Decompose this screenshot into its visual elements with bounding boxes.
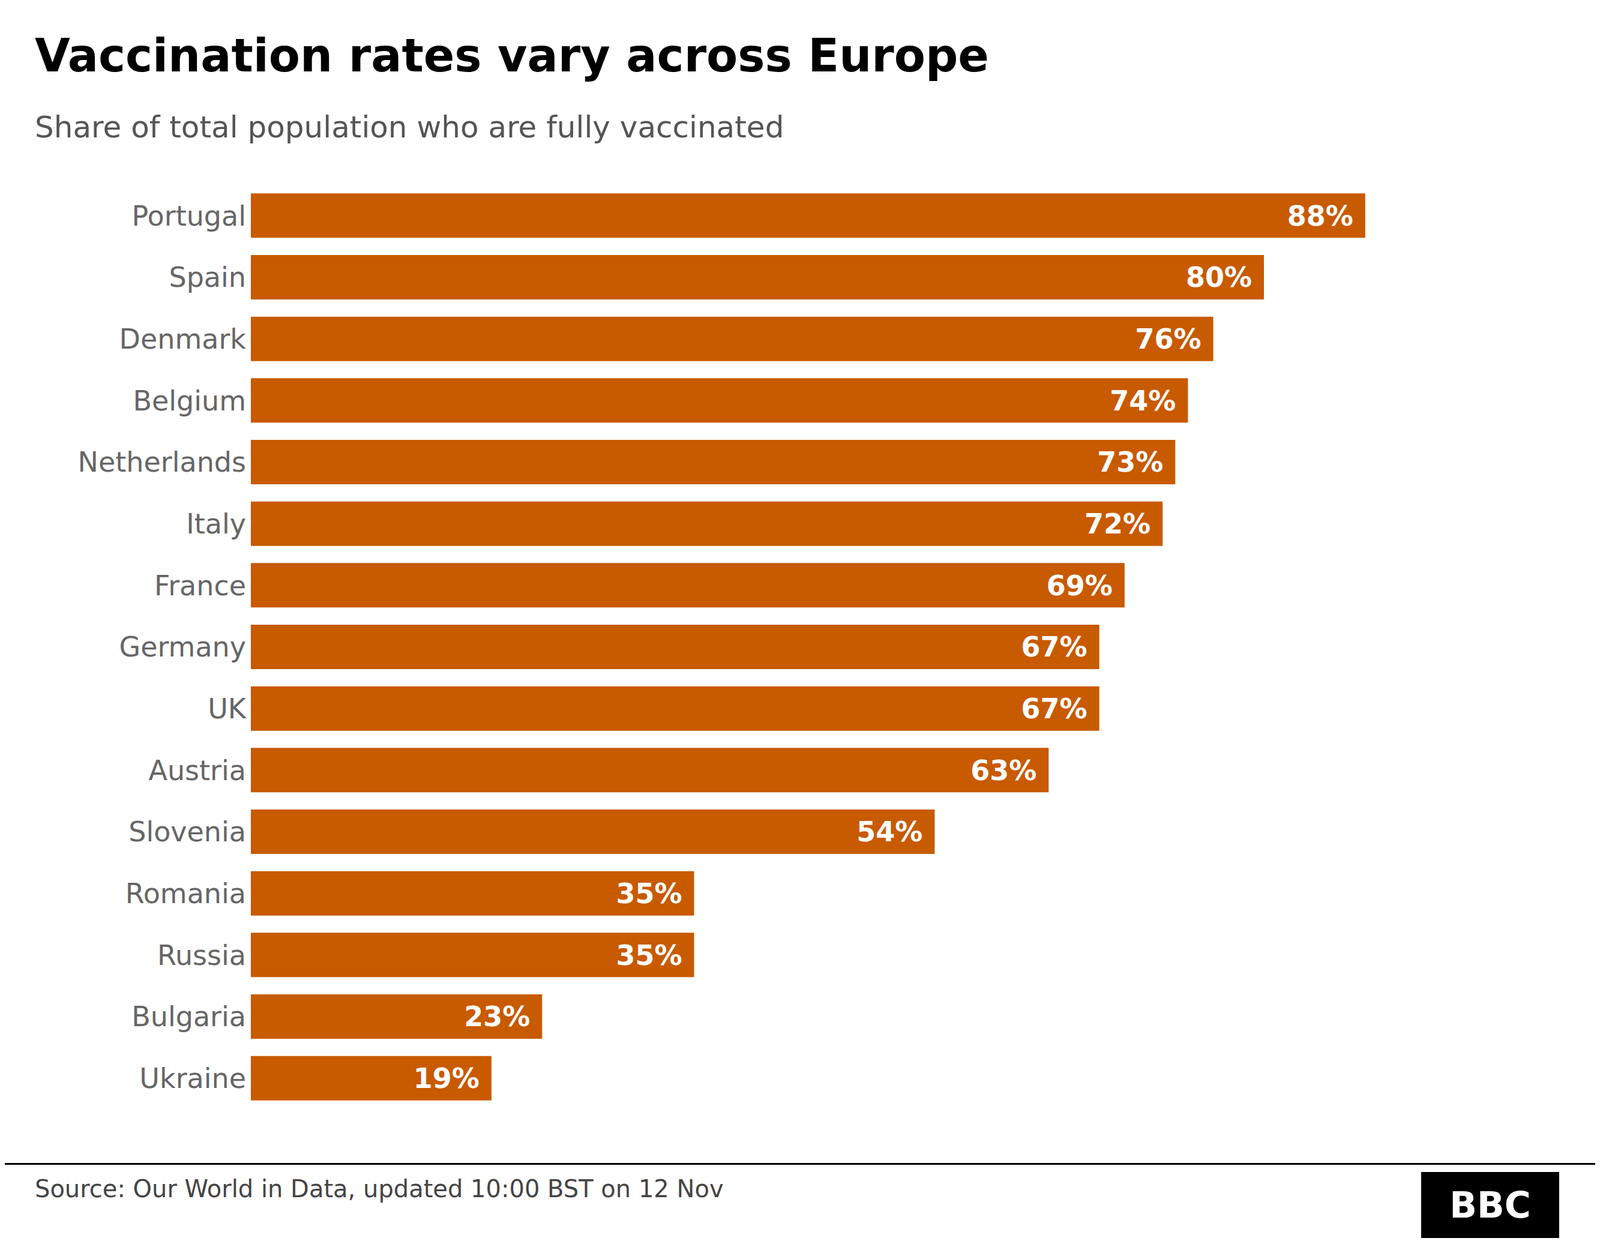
svg-text:UK: UK (207, 692, 248, 725)
html-text:BBC: BBC (1449, 1184, 1531, 1227)
svg-text:Bulgaria: Bulgaria (131, 1000, 247, 1033)
svg-text:54%: 54% (856, 815, 923, 849)
svg-text:76%: 76% (1134, 322, 1201, 356)
svg-text:35%: 35% (615, 877, 682, 910)
svg-text:Russia: Russia (157, 939, 247, 972)
svg-text:Germany: Germany (119, 630, 247, 664)
svg-text:23%: 23% (463, 1000, 530, 1033)
svg-text:France: France (154, 569, 247, 602)
svg-text:Italy: Italy (186, 507, 247, 541)
svg-text:Romania: Romania (125, 877, 247, 910)
svg-text:19%: 19% (413, 1062, 480, 1095)
svg-text:63%: 63% (970, 754, 1037, 787)
svg-text:Slovenia: Slovenia (128, 815, 247, 849)
svg-text:73%: 73% (1097, 445, 1164, 479)
svg-text:Denmark: Denmark (119, 322, 247, 356)
svg-text:Portugal: Portugal (131, 199, 247, 233)
svg-text:Belgium: Belgium (132, 384, 247, 418)
svg-text:Netherlands: Netherlands (78, 445, 247, 479)
svg-text:Spain: Spain (168, 261, 247, 294)
html-text:Share of total population who: Share of total population who are fully … (34, 109, 785, 145)
svg-text:72%: 72% (1084, 507, 1151, 541)
svg-text:67%: 67% (1021, 692, 1088, 725)
html-text:Source: Our World in Data, upd: Source: Our World in Data, updated 10:00… (34, 1175, 724, 1203)
svg-text:88%: 88% (1287, 199, 1354, 233)
svg-text:67%: 67% (1021, 630, 1088, 664)
html-text:Vaccination rates vary across: Vaccination rates vary across Europe (34, 28, 989, 83)
svg-text:35%: 35% (615, 939, 682, 972)
svg-text:74%: 74% (1109, 384, 1176, 418)
svg-text:Ukraine: Ukraine (139, 1062, 247, 1095)
svg-text:80%: 80% (1185, 261, 1252, 294)
svg-text:Austria: Austria (148, 754, 247, 787)
svg-text:69%: 69% (1046, 569, 1113, 602)
